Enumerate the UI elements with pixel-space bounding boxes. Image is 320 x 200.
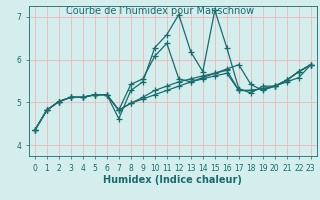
Text: Courbe de l’humidex pour Manschnow: Courbe de l’humidex pour Manschnow — [66, 6, 254, 16]
X-axis label: Humidex (Indice chaleur): Humidex (Indice chaleur) — [103, 175, 242, 185]
